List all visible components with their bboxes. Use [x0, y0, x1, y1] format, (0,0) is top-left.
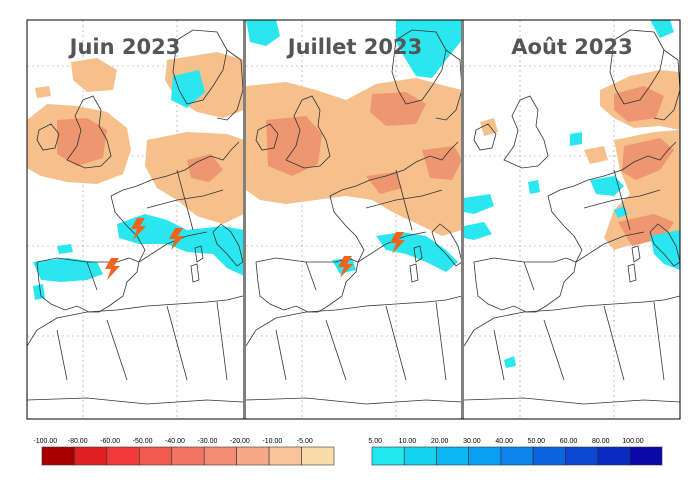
legend-swatch	[371, 446, 405, 466]
panel-title-august: Août 2023	[511, 35, 632, 59]
legend-swatch	[468, 446, 502, 466]
legend-swatch	[41, 446, 75, 466]
legend-label: 30.00	[463, 438, 481, 445]
legend-swatch	[565, 446, 598, 466]
panel-august	[464, 20, 680, 419]
legend-positive: 5.00 10.00 20.00 30.00 40.00 50.00 60.00 80.00 1…	[368, 438, 663, 466]
panel-june	[27, 20, 244, 419]
legend-swatch	[203, 446, 237, 466]
legend-label: -10.00	[262, 438, 282, 445]
legend-swatch	[236, 446, 270, 466]
legend-swatch	[597, 446, 631, 466]
legend-swatch	[139, 446, 173, 466]
legend-label: -50.00	[133, 438, 153, 445]
legend-label: -30.00	[198, 438, 218, 445]
legend-label: 50.00	[528, 438, 546, 445]
legend-label: -100.00	[33, 438, 57, 445]
legend-swatch	[436, 446, 469, 466]
legend-label: 80.00	[592, 438, 610, 445]
panel-july	[246, 20, 462, 419]
legend-swatch	[532, 446, 566, 466]
legend-label: -60.00	[100, 438, 120, 445]
legend-swatch	[500, 446, 534, 466]
legend-swatch	[74, 446, 108, 466]
legend-label: 20.00	[431, 438, 449, 445]
legend-label: 5.00	[368, 438, 382, 445]
legend-swatch	[629, 446, 663, 466]
legend-label: 40.00	[495, 438, 513, 445]
legend-label: -5.00	[297, 438, 313, 445]
legend-swatch	[403, 446, 437, 466]
panel-separator	[461, 20, 464, 419]
legend-swatch	[171, 446, 205, 466]
legend-label: 60.00	[560, 438, 578, 445]
legend-label: 10.00	[399, 438, 417, 445]
panel-separator	[243, 20, 246, 419]
legend-label: 100.00	[622, 438, 644, 445]
legend-swatch	[106, 446, 140, 466]
panel-title-july: Juillet 2023	[286, 35, 422, 59]
legend-swatch	[301, 446, 335, 466]
legend-label: -20.00	[230, 438, 250, 445]
legend-negative: -100.00 -80.00 -60.00 -50.00 -40.00 -30.00 -20…	[33, 438, 335, 466]
legend-swatch	[268, 446, 302, 466]
legend-label: -40.00	[165, 438, 185, 445]
panel-title-june: Juin 2023	[68, 35, 181, 59]
legend-label: -80.00	[68, 438, 88, 445]
